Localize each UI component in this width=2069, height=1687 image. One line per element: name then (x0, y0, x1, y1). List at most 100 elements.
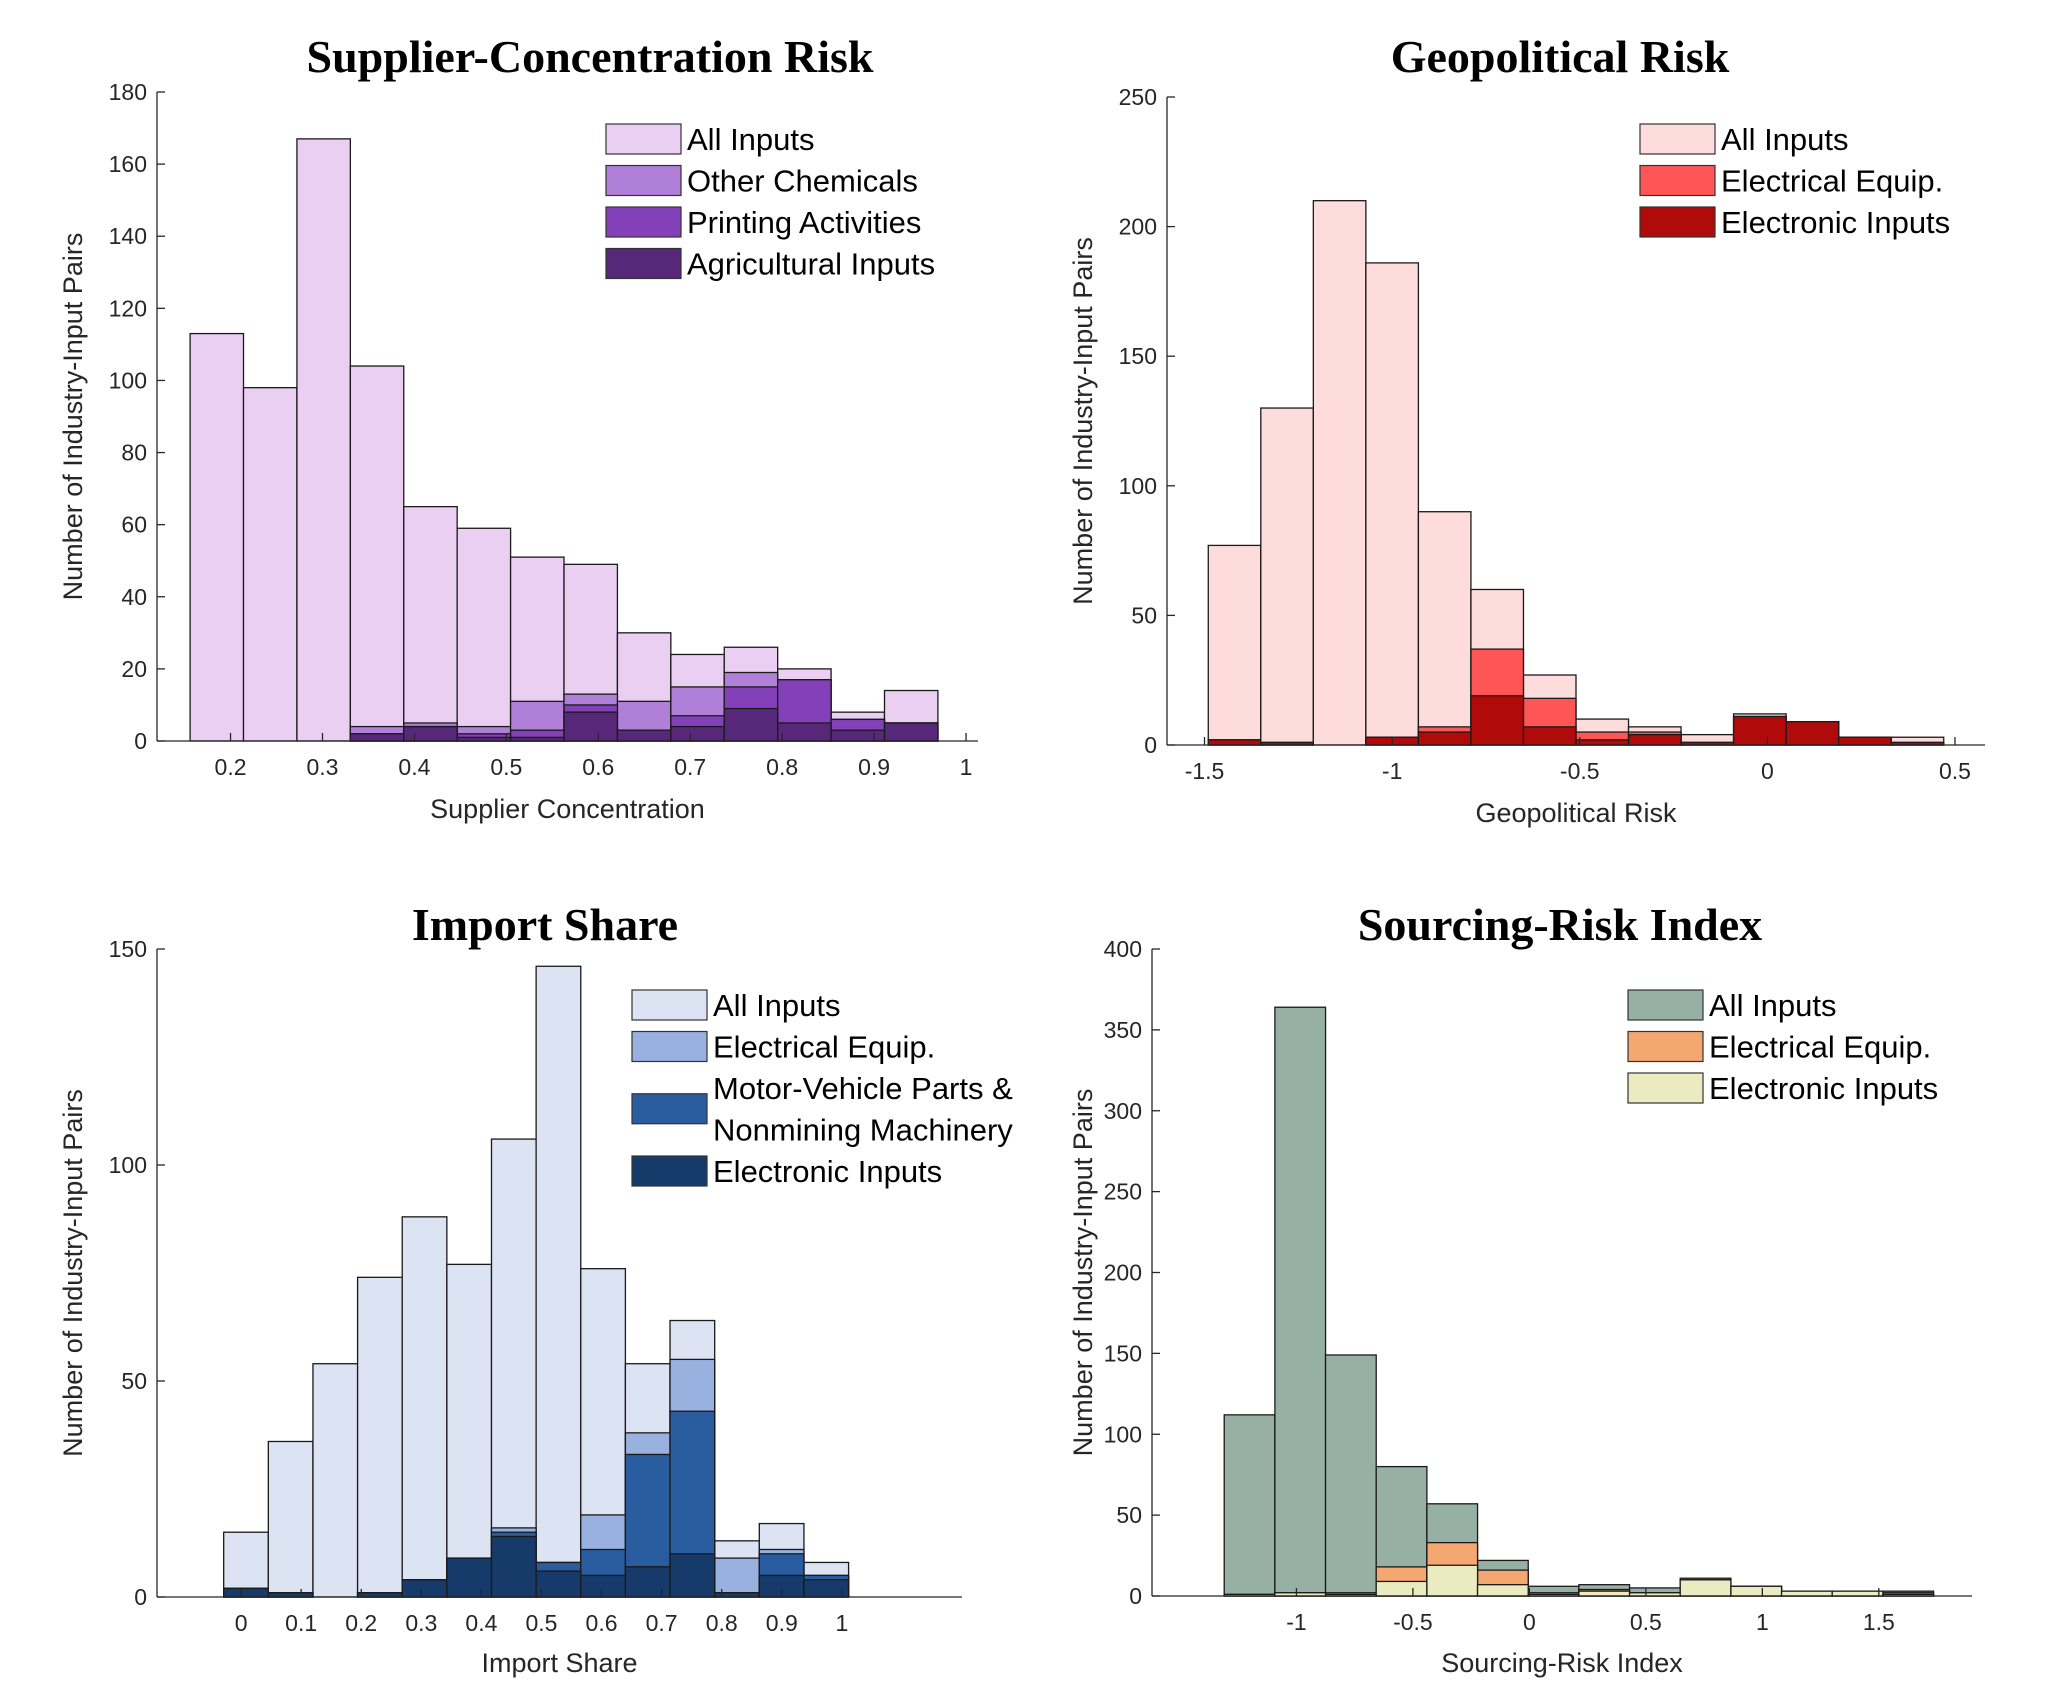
bar (624, 1566, 671, 1598)
x-tick-label: 0 (235, 1610, 248, 1636)
bar (1578, 1590, 1631, 1597)
legend: All Inputs Electrical Equip. Motor-Vehicle… (631, 988, 1013, 1189)
legend-label: Electrical Equip. (713, 1030, 935, 1065)
y-tick-label: 0 (134, 728, 147, 754)
y-tick-label: 120 (109, 295, 147, 321)
x-tick-label: 0.6 (586, 1610, 618, 1636)
x-tick-label: 1.5 (1863, 1609, 1895, 1635)
x-axis-label: Import Share (481, 1648, 637, 1678)
bar (563, 711, 619, 742)
y-tick-label: 200 (1119, 214, 1157, 240)
bar (1312, 200, 1367, 746)
series-electronic-inputs (1223, 1564, 1935, 1597)
legend-label: All Inputs (713, 988, 841, 1023)
y-tick-label: 0 (134, 1584, 147, 1610)
y-tick-label: 140 (109, 223, 147, 249)
legend-item: Electrical Equip. (1627, 1030, 1931, 1065)
bar (490, 1535, 537, 1598)
x-axis-label: Sourcing-Risk Index (1441, 1648, 1683, 1678)
x-tick-label: 0.3 (306, 754, 338, 780)
bar (401, 1579, 448, 1598)
x-tick-label: 0.8 (766, 754, 798, 780)
x-tick-label: 0.8 (706, 1610, 738, 1636)
bar (1207, 544, 1262, 746)
bar (1470, 695, 1525, 746)
bar (535, 965, 582, 1598)
legend: All Inputs Electrical Equip. Electronic In… (1639, 122, 1950, 240)
bar (883, 722, 939, 742)
y-axis-label: Number of Industry-Input Pairs (58, 233, 88, 601)
legend-item: Electronic Inputs (1627, 1071, 1938, 1106)
bar (1207, 739, 1262, 746)
x-tick-label: 1 (1756, 1609, 1769, 1635)
x-tick-label: -1 (1382, 758, 1402, 784)
bar (1831, 1590, 1884, 1597)
x-tick-label: 0 (1761, 758, 1774, 784)
chart-panel-4: Sourcing-Risk Index 0 50 100 150 200 250 300 350… (1068, 899, 1972, 1678)
x-axis-label: Supplier Concentration (430, 794, 705, 824)
bar (1324, 1354, 1377, 1597)
bar (1417, 731, 1472, 746)
y-tick-label: 160 (109, 151, 147, 177)
y-tick-label: 100 (109, 367, 147, 393)
y-tick-label: 150 (109, 936, 147, 962)
bar (1274, 1006, 1327, 1597)
legend-label: All Inputs (1709, 988, 1837, 1023)
x-tick-label: 0.4 (465, 1610, 497, 1636)
chart-panel-1: Supplier-Concentration Risk 0 20 40 60 80 100 1… (58, 31, 978, 824)
bar (1780, 1590, 1833, 1597)
bar (1575, 739, 1630, 746)
legend-label: Electronic Inputs (1721, 205, 1950, 240)
legend-label: All Inputs (1721, 122, 1849, 157)
x-tick-label: 1 (960, 754, 973, 780)
legend-swatch (1627, 989, 1704, 1021)
bar (1785, 721, 1840, 746)
bar (616, 729, 672, 742)
legend-swatch (631, 989, 708, 1021)
x-tick-label: -0.5 (1560, 758, 1600, 784)
legend-label: Printing Activities (687, 205, 921, 240)
y-tick-label: 80 (121, 440, 147, 466)
legend-item: All Inputs (605, 122, 815, 157)
bar (401, 1216, 448, 1598)
x-tick-label: 0.3 (405, 1610, 437, 1636)
bar (403, 505, 458, 742)
legend-item: Agricultural Inputs (605, 247, 935, 282)
y-tick-label: 200 (1104, 1260, 1142, 1286)
y-tick-label: 0 (1129, 1583, 1142, 1609)
x-tick-label: 0.7 (674, 754, 706, 780)
y-tick-label: 100 (109, 1152, 147, 1178)
y-tick-label: 0 (1144, 732, 1157, 758)
legend-swatch (1639, 206, 1716, 238)
bar (1260, 407, 1314, 746)
y-axis-label: Number of Industry-Input Pairs (58, 1089, 88, 1457)
x-tick-label: 0.9 (858, 754, 890, 780)
y-tick-label: 20 (121, 656, 147, 682)
y-tick-label: 150 (1119, 343, 1157, 369)
bar (349, 365, 405, 742)
x-tick-label: -1.5 (1185, 758, 1225, 784)
legend-label: Electrical Equip. (1709, 1030, 1931, 1065)
bar (830, 729, 886, 742)
bar (1417, 511, 1472, 746)
y-tick-label: 180 (109, 79, 147, 105)
chart-title: Geopolitical Risk (1391, 31, 1730, 82)
x-tick-label: 0.6 (582, 754, 614, 780)
legend-item: Printing Activities (605, 205, 921, 240)
bar (1375, 1580, 1428, 1597)
legend-label: Electronic Inputs (713, 1154, 942, 1189)
legend-item: Motor-Vehicle Parts & Nonmining Machiner… (631, 1071, 1013, 1148)
legend-label: Other Chemicals (687, 164, 918, 199)
y-tick-label: 150 (1104, 1340, 1142, 1366)
bar (777, 722, 832, 742)
legend-swatch (1627, 1030, 1704, 1063)
bar (267, 1440, 314, 1598)
x-tick-label: 0.9 (766, 1610, 798, 1636)
bar (1365, 262, 1420, 746)
legend-item: Electrical Equip. (1639, 164, 1943, 199)
legend-swatch (631, 1030, 708, 1063)
y-tick-label: 60 (121, 512, 147, 538)
chart-title: Import Share (412, 899, 678, 950)
y-axis-label: Number of Industry-Input Pairs (1068, 1089, 1098, 1457)
legend-item: Electronic Inputs (1639, 205, 1950, 240)
